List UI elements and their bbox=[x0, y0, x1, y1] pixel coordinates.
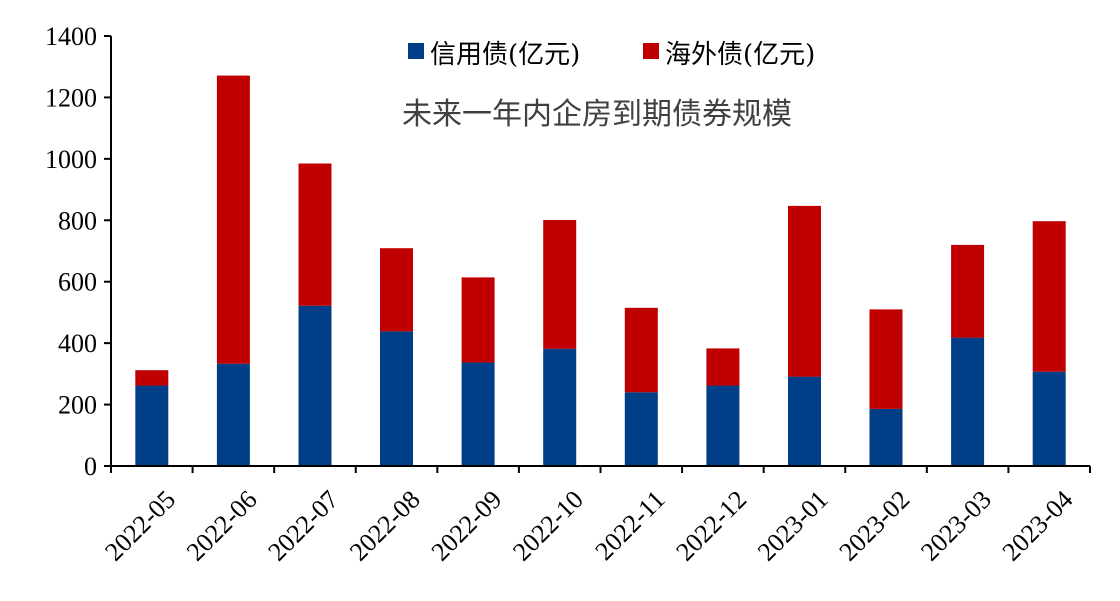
bar-overseas-2022-11 bbox=[624, 307, 658, 393]
bar-overseas-2022-07 bbox=[298, 163, 332, 306]
legend-label-credit-bond: 信用债(亿元) bbox=[430, 40, 580, 70]
bar-credit-2022-09 bbox=[461, 362, 495, 466]
bar-overseas-2022-12 bbox=[706, 348, 740, 386]
x-tick-label: 2022-11 bbox=[589, 485, 670, 566]
x-tick-label: 2022-08 bbox=[344, 485, 426, 567]
bar-credit-2023-03 bbox=[951, 337, 985, 466]
bar-credit-2022-07 bbox=[298, 305, 332, 466]
y-tick-label: 400 bbox=[58, 329, 97, 358]
x-tick-label: 2023-02 bbox=[834, 485, 916, 567]
bar-credit-2023-01 bbox=[788, 376, 821, 466]
y-tick-label: 0 bbox=[84, 452, 97, 481]
bar-overseas-2022-08 bbox=[380, 248, 413, 332]
bar-overseas-2023-04 bbox=[1032, 221, 1066, 372]
bar-overseas-2023-01 bbox=[788, 205, 821, 377]
axes-layer bbox=[104, 35, 1091, 473]
bar-credit-2023-04 bbox=[1032, 371, 1066, 466]
y-tick-label: 800 bbox=[58, 206, 97, 235]
x-tick-label: 2022-10 bbox=[507, 485, 589, 567]
x-tick-label: 2022-05 bbox=[99, 485, 181, 567]
legend-label-overseas-bond: 海外债(亿元) bbox=[665, 40, 815, 70]
bar-credit-2023-02 bbox=[869, 408, 903, 466]
bar-credit-2022-05 bbox=[135, 385, 169, 466]
x-tick-label: 2023-01 bbox=[752, 485, 834, 567]
legend-swatch-overseas-bond bbox=[643, 43, 659, 59]
y-tick-label: 1200 bbox=[45, 83, 97, 112]
y-tick-label: 1400 bbox=[45, 22, 97, 51]
x-tick-label: 2022-09 bbox=[426, 485, 508, 567]
legend: 信用债(亿元) 海外债(亿元) bbox=[408, 40, 815, 70]
bar-credit-2022-11 bbox=[624, 392, 658, 466]
x-tick-label: 2023-04 bbox=[997, 485, 1079, 567]
bar-overseas-2022-10 bbox=[543, 220, 577, 349]
legend-swatch-credit-bond bbox=[408, 43, 424, 59]
bar-overseas-2022-05 bbox=[135, 370, 169, 386]
x-tick-labels: 2022-05 2022-06 2022-07 2022-08 2022-09 2022-… bbox=[99, 485, 1078, 567]
bar-credit-2022-12 bbox=[706, 385, 740, 466]
bars-layer bbox=[135, 75, 1066, 466]
y-tick-labels: 0 200 400 600 800 1000 1200 1400 bbox=[45, 22, 97, 481]
bar-credit-2022-06 bbox=[216, 363, 250, 466]
bar-credit-2022-10 bbox=[543, 348, 577, 466]
bar-credit-2022-08 bbox=[380, 331, 413, 466]
bar-overseas-2022-09 bbox=[461, 277, 495, 363]
bar-overseas-2023-03 bbox=[951, 244, 985, 338]
bar-overseas-2022-06 bbox=[216, 75, 250, 364]
y-tick-label: 200 bbox=[58, 391, 97, 420]
x-tick-label: 2022-07 bbox=[262, 485, 344, 567]
x-tick-label: 2023-03 bbox=[915, 485, 997, 567]
bar-overseas-2023-02 bbox=[869, 309, 903, 409]
y-tick-label: 600 bbox=[58, 268, 97, 297]
x-tick-label: 2022-06 bbox=[181, 485, 263, 567]
y-tick-label: 1000 bbox=[45, 145, 97, 174]
x-tick-label: 2022-12 bbox=[670, 485, 752, 567]
chart-title: 未来一年内企房到期债券规模 bbox=[402, 97, 792, 132]
